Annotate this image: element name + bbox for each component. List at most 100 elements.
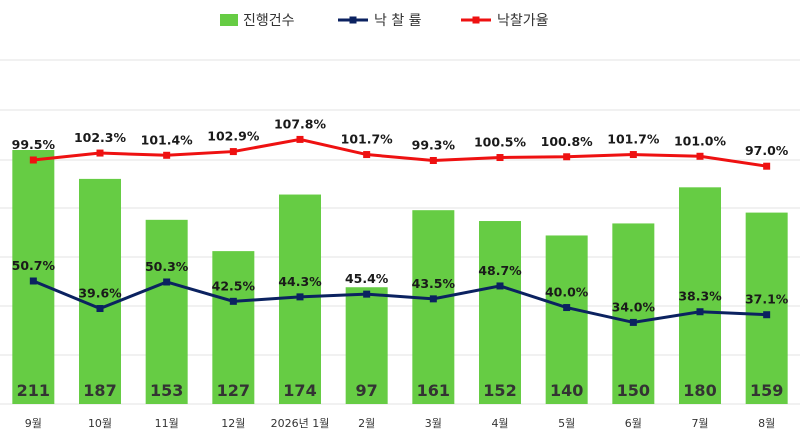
rate-value-label: 39.6% xyxy=(78,286,122,301)
price-point xyxy=(429,156,437,164)
price-value-label: 100.5% xyxy=(474,135,527,150)
data-labels: 211 187 153 127 174 97 161 152 140 150 180 159 50.7%… xyxy=(12,116,789,400)
gridlines xyxy=(0,59,800,405)
rate-point xyxy=(296,293,304,301)
price-point xyxy=(29,156,37,164)
price-value-label: 102.9% xyxy=(207,129,260,144)
bar-value-label: 180 xyxy=(683,381,716,400)
rate-value-label: 42.5% xyxy=(212,278,256,293)
legend-swatch-marker xyxy=(472,16,480,24)
bar xyxy=(345,287,388,404)
bar-value-label: 140 xyxy=(550,381,583,400)
rate-value-label: 48.7% xyxy=(478,263,522,278)
price-point xyxy=(229,148,237,156)
rate-value-label: 34.0% xyxy=(612,299,656,314)
rate-point xyxy=(29,277,37,285)
price-point xyxy=(496,154,504,162)
x-tick-label: 2월 xyxy=(358,417,375,430)
price-value-label: 101.0% xyxy=(674,133,727,148)
rate-point xyxy=(696,308,704,316)
price-value-label: 99.5% xyxy=(12,137,56,152)
price-value-label: 100.8% xyxy=(541,134,594,149)
rate-value-label: 43.5% xyxy=(412,276,456,291)
price-point xyxy=(363,151,371,159)
rate-point xyxy=(429,295,437,303)
legend-swatch-marker xyxy=(349,16,357,24)
x-tick-label: 9월 xyxy=(25,417,42,430)
rate-value-label: 37.1% xyxy=(745,292,789,307)
price-point xyxy=(696,152,704,160)
price-value-label: 101.7% xyxy=(341,132,394,147)
bar xyxy=(212,251,255,404)
bar-value-label: 159 xyxy=(750,381,783,400)
rate-value-label: 44.3% xyxy=(278,274,322,289)
price-value-label: 99.3% xyxy=(412,137,456,152)
x-tick-label: 10월 xyxy=(88,417,112,430)
rate-point xyxy=(229,297,237,305)
price-point xyxy=(163,151,171,159)
x-tick-label: 4월 xyxy=(491,417,508,430)
bar-series xyxy=(12,150,788,404)
bar xyxy=(412,210,455,404)
legend-label: 낙 찰 률 xyxy=(374,13,422,29)
bar-value-label: 152 xyxy=(483,381,516,400)
rate-value-label: 50.3% xyxy=(145,259,189,274)
x-tick-label: 11월 xyxy=(155,417,179,430)
bar xyxy=(479,221,521,404)
price-value-label: 97.0% xyxy=(745,143,789,158)
rate-point xyxy=(96,305,104,313)
bar xyxy=(612,223,655,404)
bar-value-label: 161 xyxy=(417,381,450,400)
price-point xyxy=(629,151,637,159)
bar xyxy=(145,219,188,404)
rate-point xyxy=(563,304,571,312)
bar-value-label: 211 xyxy=(17,381,50,400)
x-tick-label: 7월 xyxy=(691,417,708,430)
price-value-label: 101.4% xyxy=(141,132,194,147)
price-line xyxy=(33,137,767,168)
rate-value-label: 45.4% xyxy=(345,271,389,286)
bar-value-label: 97 xyxy=(356,381,378,400)
bar xyxy=(545,235,588,404)
rate-value-label: 38.3% xyxy=(678,289,722,304)
rate-value-label: 40.0% xyxy=(545,285,589,300)
legend-item: 낙찰가율 xyxy=(461,13,549,29)
rate-line xyxy=(32,279,767,324)
rate-point xyxy=(363,290,371,298)
legend: 진행건수 낙 찰 률 낙찰가율 xyxy=(220,13,549,29)
bar xyxy=(79,178,121,404)
price-point xyxy=(763,162,771,170)
price-point xyxy=(96,149,104,157)
rate-point xyxy=(496,282,504,290)
rate-point xyxy=(763,311,771,319)
x-tick-label: 6월 xyxy=(625,417,642,430)
rate-point xyxy=(629,318,637,326)
legend-label: 낙찰가율 xyxy=(497,13,549,29)
legend-swatch xyxy=(220,14,238,26)
x-tick-label: 8월 xyxy=(758,417,775,430)
price-point xyxy=(296,135,304,143)
legend-item: 진행건수 xyxy=(220,13,295,29)
rate-value-label: 50.7% xyxy=(12,258,56,273)
bar-value-label: 150 xyxy=(617,381,650,400)
price-value-label: 101.7% xyxy=(607,132,660,147)
x-tick-label: 12월 xyxy=(221,417,245,430)
bar xyxy=(745,212,788,404)
x-axis-ticks: 9월 10월 11월 12월 2026년 1월 2월 3월 4월 5월 6월 7월 8월 xyxy=(25,417,775,430)
x-tick-label: 5월 xyxy=(558,417,575,430)
bar-value-label: 153 xyxy=(150,381,183,400)
legend-item: 낙 찰 률 xyxy=(338,13,422,29)
line-series xyxy=(29,135,771,326)
rate-point xyxy=(163,278,171,286)
bar-value-label: 187 xyxy=(83,381,116,400)
price-point xyxy=(563,153,571,161)
x-tick-label: 3월 xyxy=(425,417,442,430)
price-value-label: 102.3% xyxy=(74,130,127,145)
bar xyxy=(12,150,55,404)
bar xyxy=(679,187,721,404)
price-value-label: 107.8% xyxy=(274,116,327,131)
bar-value-label: 174 xyxy=(283,381,316,400)
bar-value-label: 127 xyxy=(217,381,250,400)
x-tick-label: 2026년 1월 xyxy=(271,417,330,430)
